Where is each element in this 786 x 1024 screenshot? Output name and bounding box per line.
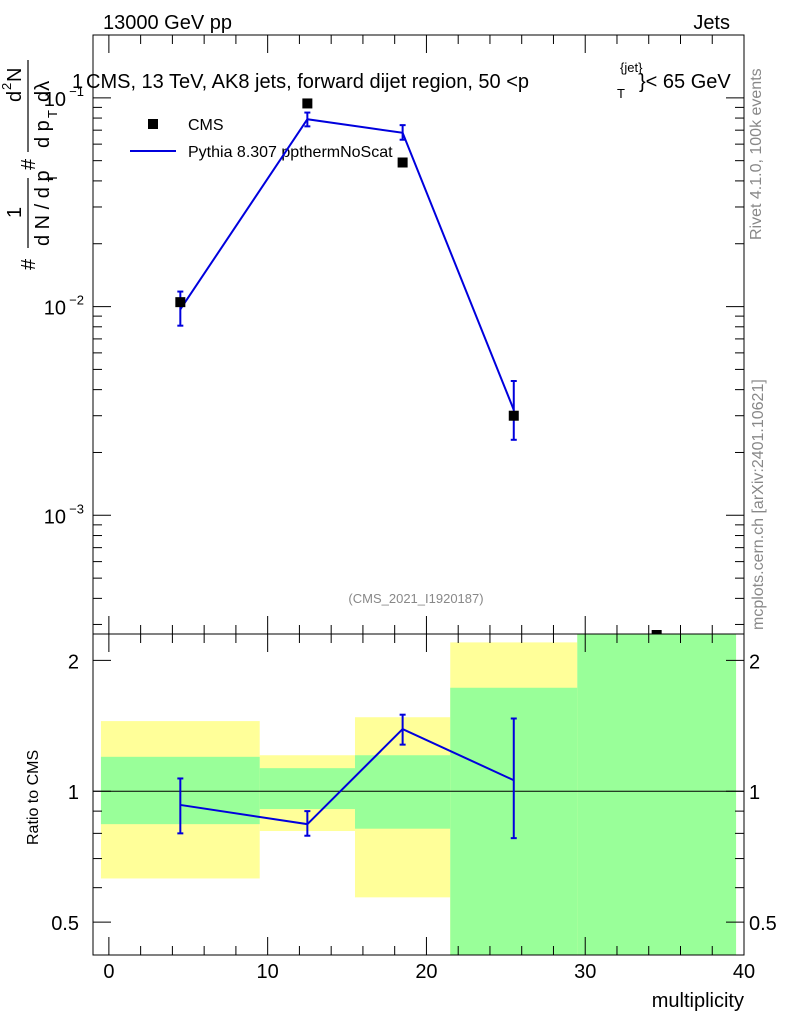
title-suffix: }< 65 GeV <box>639 71 731 93</box>
bottom-y-tick-label: 1 <box>68 782 79 804</box>
ylabel-two: 2 <box>0 83 14 90</box>
cms-data-point <box>302 98 313 109</box>
green-uncertainty-band <box>577 634 737 955</box>
cms-data-point <box>175 297 186 308</box>
x-tick-label: 30 <box>574 961 596 983</box>
header-right: Jets <box>693 12 730 34</box>
legend-cms-marker <box>148 119 158 129</box>
top-title: 1 CMS, 13 TeV, AK8 jets, forward dijet r… <box>72 60 731 101</box>
ylabel-n: N <box>4 68 26 82</box>
ylabel-dlambda: dλ <box>32 81 54 102</box>
ylabel-dn-dpt: d N / d p <box>32 170 54 246</box>
cms-data-point <box>508 410 519 421</box>
x-tick-label: 40 <box>733 961 755 983</box>
green-uncertainty-band <box>259 768 355 810</box>
rivet-label: Rivet 4.1.0, 100k events <box>748 68 765 240</box>
top-y-tick-label-exp: −3 <box>69 501 84 516</box>
header-left: 13000 GeV pp <box>103 12 232 34</box>
mcplots-label: mcplots.cern.ch [arXiv:2401.10621] <box>750 379 767 630</box>
top-y-tick-label-exp: −1 <box>69 84 84 99</box>
ylabel-d: d <box>4 91 26 102</box>
top-y-tick-label-exp: −2 <box>69 293 84 308</box>
bottom-frame <box>92 633 745 956</box>
ylabel-dp: d p <box>32 120 54 148</box>
ylabel-t-sub-2: T <box>45 110 60 118</box>
bottom-y-tick-label-right: 0.5 <box>749 913 777 935</box>
title-main: CMS, 13 TeV, AK8 jets, forward dijet reg… <box>86 71 529 93</box>
top-y-tick-label-base: 10 <box>44 89 66 111</box>
top-panel: 10−110−210−3 <box>44 34 745 635</box>
x-tick-label: 20 <box>415 961 437 983</box>
ylabel-t-sub: T <box>45 174 60 182</box>
top-y-axis-label: # 1 d N / d p T # d 2 N d p T dλ <box>0 60 60 270</box>
ylabel-hash2: # <box>18 158 40 170</box>
title-sup: {jet} <box>620 60 643 75</box>
bottom-y-tick-label: 2 <box>68 651 79 673</box>
green-uncertainty-band <box>354 755 451 829</box>
cms-offscale-point <box>651 630 662 634</box>
pythia-line <box>179 118 515 411</box>
x-axis-label: multiplicity <box>652 990 744 1012</box>
ylabel-one: 1 <box>4 207 26 218</box>
cms-data-point <box>397 157 408 168</box>
legend-cms-label: CMS <box>188 117 224 134</box>
bottom-y-tick-label-right: 1 <box>749 782 760 804</box>
legend: CMS Pythia 8.307 ppthermNoScat <box>130 117 393 161</box>
bottom-y-axis-label: Ratio to CMS <box>25 750 42 845</box>
title-sub: T <box>617 86 625 101</box>
top-y-tick-label-base: 10 <box>44 506 66 528</box>
bottom-panel: 0.5 0.51 12 20 10 20 30 40 <box>51 633 777 983</box>
x-tick-label: 0 <box>103 961 114 983</box>
title-prefix: 1 <box>72 71 83 93</box>
top-y-tick-label-base: 10 <box>44 298 66 320</box>
legend-pythia-label: Pythia 8.307 ppthermNoScat <box>188 144 393 161</box>
analysis-id: (CMS_2021_I1920187) <box>348 591 483 606</box>
x-tick-label: 10 <box>257 961 279 983</box>
ylabel-hash: # <box>18 258 40 270</box>
bottom-y-tick-label-right: 2 <box>749 651 760 673</box>
bottom-y-tick-label: 0.5 <box>51 913 79 935</box>
ratio-line <box>180 727 515 826</box>
